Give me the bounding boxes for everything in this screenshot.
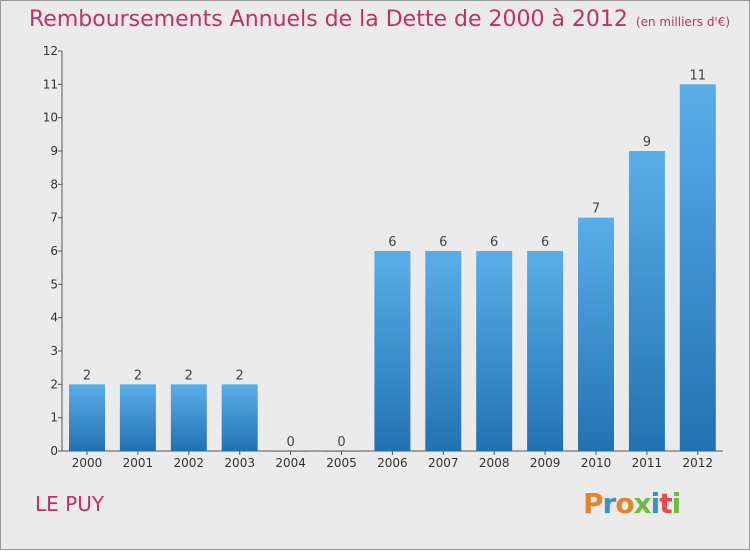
x-tick-label: 2011 <box>632 456 663 470</box>
logo-letter: t <box>659 487 672 520</box>
y-tick-label: 11 <box>43 77 58 91</box>
logo-letter: i <box>671 487 682 520</box>
bar-value-label: 2 <box>185 368 193 383</box>
logo-letter: x <box>633 487 652 520</box>
x-tick-label: 2000 <box>72 456 103 470</box>
bar-2007 <box>425 251 462 451</box>
bar-2006 <box>374 251 411 451</box>
chart-labels: 2000 2 2001 2 2002 2 2003 2 2004 0 2005 0 2006 6 2007 6… <box>72 68 713 470</box>
bar-value-label: 2 <box>236 368 244 383</box>
bar-2011 <box>628 151 665 451</box>
logo-letter: P <box>583 487 604 520</box>
x-tick-label: 2008 <box>479 456 510 470</box>
bar-2003 <box>221 384 258 451</box>
bar-value-label: 7 <box>592 202 600 217</box>
chart-bars <box>69 84 716 452</box>
x-tick-label: 2012 <box>683 456 714 470</box>
y-tick-label: 7 <box>50 211 58 225</box>
x-tick-label: 2005 <box>326 456 357 470</box>
bar-2012 <box>679 84 716 451</box>
x-tick-label: 2006 <box>377 456 408 470</box>
bar-2004 <box>272 451 309 452</box>
bar-value-label: 0 <box>337 435 345 450</box>
y-tick-label: 3 <box>50 344 58 358</box>
x-tick-label: 2009 <box>530 456 561 470</box>
x-tick-label: 2001 <box>123 456 154 470</box>
x-tick-label: 2004 <box>275 456 306 470</box>
bar-2000 <box>69 384 105 451</box>
chart-title: Remboursements Annuels de la Dette de 20… <box>29 7 730 32</box>
y-tick-label: 10 <box>43 111 58 125</box>
bar-value-label: 2 <box>83 368 91 383</box>
y-tick-label: 6 <box>50 244 58 258</box>
bar-2002 <box>170 384 207 451</box>
commune-name: LE PUY <box>35 492 105 516</box>
bar-value-label: 0 <box>286 435 294 450</box>
y-tick-label: 8 <box>50 177 58 191</box>
y-tick-label: 1 <box>50 411 58 425</box>
x-tick-label: 2007 <box>428 456 459 470</box>
y-tick-label: 0 <box>50 444 58 458</box>
proxiti-logo: Proxiti <box>583 487 682 520</box>
bar-2009 <box>527 251 564 451</box>
y-tick-label: 4 <box>50 311 58 325</box>
y-tick-label: 12 <box>43 44 58 58</box>
logo-letter: o <box>615 487 634 520</box>
x-tick-label: 2010 <box>581 456 612 470</box>
logo-letter: r <box>602 487 617 520</box>
y-tick-label: 2 <box>50 377 58 391</box>
bar-2005 <box>323 451 360 452</box>
bar-value-label: 6 <box>541 235 549 250</box>
bar-2010 <box>578 217 614 451</box>
bar-value-label: 6 <box>490 235 498 250</box>
bar-value-label: 6 <box>388 235 396 250</box>
bar-value-label: 11 <box>690 68 707 83</box>
bar-value-label: 6 <box>439 235 447 250</box>
y-tick-label: 9 <box>50 144 58 158</box>
x-tick-label: 2003 <box>224 456 255 470</box>
bar-value-label: 9 <box>643 135 651 150</box>
y-tick-label: 5 <box>50 277 58 291</box>
x-tick-label: 2002 <box>174 456 205 470</box>
chart-unit: (en milliers d'€) <box>635 15 731 29</box>
logo-letter: i <box>650 487 661 520</box>
bar-2008 <box>476 251 513 451</box>
bar-value-label: 2 <box>134 368 142 383</box>
bar-2001 <box>119 384 156 451</box>
chart-title-text: Remboursements Annuels de la Dette de 20… <box>29 7 628 32</box>
